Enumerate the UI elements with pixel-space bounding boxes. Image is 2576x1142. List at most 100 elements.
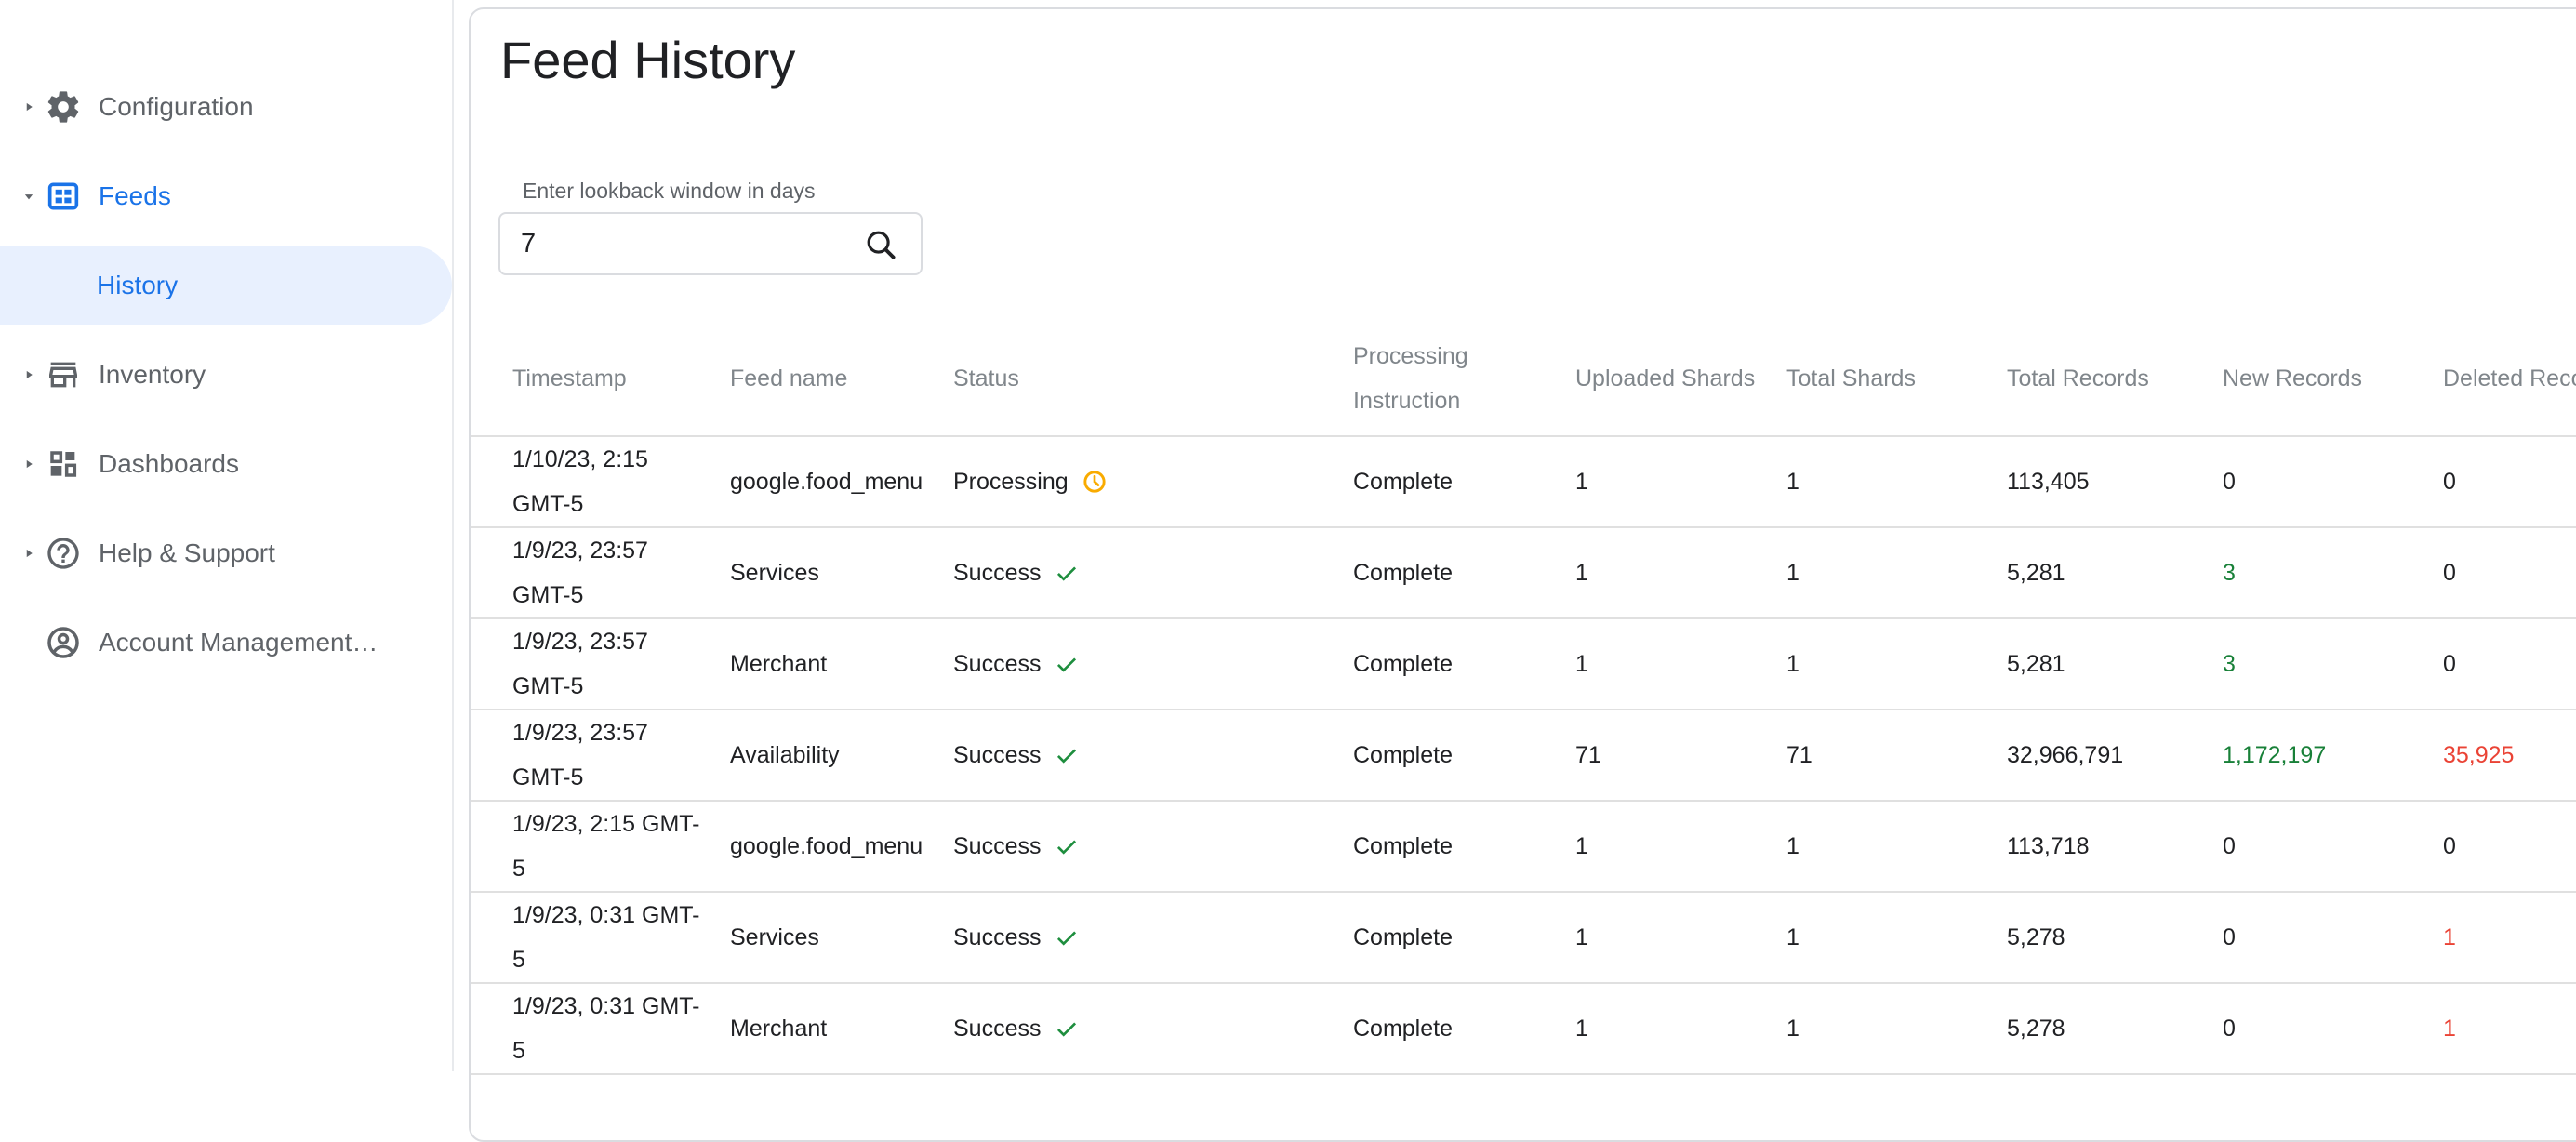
cell-feed-name: Availability [730, 710, 953, 802]
cell-processing-instruction: Complete [1353, 436, 1575, 528]
chevron-right-icon[interactable] [15, 93, 43, 121]
sidebar-item-label: Feeds [99, 181, 171, 210]
sidebar-item-label: Help & Support [99, 538, 275, 567]
cell-timestamp: 1/9/23, 23:57 GMT-5 [471, 618, 730, 710]
check-icon [1057, 657, 1077, 672]
table-header-row: Timestamp Feed name Status Processing In… [471, 321, 2576, 437]
cell-new-records: 0 [2223, 436, 2443, 528]
store-icon [45, 356, 82, 393]
cell-uploaded-shards: 1 [1575, 527, 1786, 619]
cell-total-records: 32,966,791 [2007, 710, 2223, 802]
cell-uploaded-shards: 1 [1575, 801, 1786, 893]
table-row[interactable]: 1/9/23, 23:57 GMT-5 Availability Success… [471, 710, 2576, 802]
cell-total-records: 5,278 [2007, 983, 2223, 1075]
col-header-total-shards: Total Shards [1786, 321, 2007, 437]
feed-history-table-body: 1/10/23, 2:15 GMT-5 google.food_menu Pro… [471, 436, 2576, 1075]
cell-total-shards: 1 [1786, 436, 2007, 528]
lookback-input[interactable] [500, 228, 844, 259]
cell-uploaded-shards: 1 [1575, 892, 1786, 984]
cell-new-records: 0 [2223, 892, 2443, 984]
col-header-processing-instruction: Processing Instruction [1353, 321, 1575, 437]
cell-deleted-records: 0 [2443, 618, 2576, 710]
check-icon [1057, 840, 1077, 855]
cell-feed-name: Merchant [730, 983, 953, 1075]
cell-total-shards: 1 [1786, 983, 2007, 1075]
cell-deleted-records: 0 [2443, 527, 2576, 619]
cell-deleted-records: 1 [2443, 892, 2576, 984]
table-row[interactable]: 1/10/23, 2:15 GMT-5 google.food_menu Pro… [471, 436, 2576, 528]
cell-timestamp: 1/9/23, 0:31 GMT-5 [471, 983, 730, 1075]
sidebar-item-feeds[interactable]: Feeds [0, 152, 452, 241]
table-row[interactable]: 1/9/23, 0:31 GMT-5 Services Success Comp… [471, 892, 2576, 984]
cell-deleted-records: 35,925 [2443, 710, 2576, 802]
cell-processing-instruction: Complete [1353, 801, 1575, 893]
cell-total-records: 5,278 [2007, 892, 2223, 984]
cell-feed-name: google.food_menu [730, 801, 953, 893]
cell-total-records: 113,718 [2007, 801, 2223, 893]
col-header-timestamp: Timestamp [471, 321, 730, 437]
sidebar-item-dashboards[interactable]: Dashboards [0, 419, 452, 509]
sidebar-item-inventory[interactable]: Inventory [0, 330, 452, 419]
cell-timestamp: 1/9/23, 2:15 GMT-5 [471, 801, 730, 893]
cell-processing-instruction: Complete [1353, 710, 1575, 802]
cell-deleted-records: 0 [2443, 801, 2576, 893]
cell-total-shards: 1 [1786, 618, 2007, 710]
cell-status: Success [953, 618, 1353, 710]
cell-total-records: 113,405 [2007, 436, 2223, 528]
sidebar-item-history-row: History [0, 241, 452, 330]
col-header-uploaded-shards: Uploaded Shards [1575, 321, 1786, 437]
chevron-right-icon[interactable] [15, 539, 43, 567]
dashboard-icon [45, 445, 82, 483]
cell-status: Success [953, 983, 1353, 1075]
col-header-deleted-records: Deleted Records [2443, 321, 2576, 437]
table-row[interactable]: 1/9/23, 23:57 GMT-5 Services Success Com… [471, 527, 2576, 619]
lookback-window-label: Enter lookback window in days [523, 179, 816, 203]
cell-processing-instruction: Complete [1353, 892, 1575, 984]
table-row[interactable]: 1/9/23, 0:31 GMT-5 Merchant Success Comp… [471, 983, 2576, 1075]
col-header-new-records: New Records [2223, 321, 2443, 437]
feeds-icon [45, 178, 82, 215]
sidebar-item-help-support[interactable]: Help & Support [0, 509, 452, 598]
cell-feed-name: Merchant [730, 618, 953, 710]
cell-new-records: 3 [2223, 618, 2443, 710]
chevron-right-icon[interactable] [15, 450, 43, 478]
search-icon[interactable] [863, 227, 898, 262]
chevron-down-icon[interactable] [15, 182, 43, 210]
cell-timestamp: 1/9/23, 0:31 GMT-5 [471, 892, 730, 984]
col-header-feed-name: Feed name [730, 321, 953, 437]
sidebar-item-label: History [97, 271, 179, 299]
cell-feed-name: Services [730, 892, 953, 984]
cell-status: Processing [953, 436, 1353, 528]
chevron-right-icon[interactable] [15, 361, 43, 389]
cell-total-shards: 71 [1786, 710, 2007, 802]
table-row[interactable]: 1/9/23, 23:57 GMT-5 Merchant Success Com… [471, 618, 2576, 710]
check-icon [1057, 931, 1077, 946]
cell-timestamp: 1/9/23, 23:57 GMT-5 [471, 710, 730, 802]
cell-status: Success [953, 801, 1353, 893]
cell-total-shards: 1 [1786, 892, 2007, 984]
clock-icon [1083, 471, 1106, 493]
cell-timestamp: 1/10/23, 2:15 GMT-5 [471, 436, 730, 528]
col-header-status: Status [953, 321, 1353, 437]
cell-total-shards: 1 [1786, 527, 2007, 619]
sidebar-item-label: Configuration [99, 92, 254, 121]
col-header-total-records: Total Records [2007, 321, 2223, 437]
cell-status: Success [953, 710, 1353, 802]
table-row[interactable]: 1/9/23, 2:15 GMT-5 google.food_menu Succ… [471, 801, 2576, 893]
cell-total-shards: 1 [1786, 801, 2007, 893]
cell-deleted-records: 0 [2443, 436, 2576, 528]
sidebar: Configuration Feeds History Invento [0, 0, 454, 1071]
cell-timestamp: 1/9/23, 23:57 GMT-5 [471, 527, 730, 619]
cell-total-records: 5,281 [2007, 618, 2223, 710]
sidebar-item-configuration[interactable]: Configuration [0, 62, 452, 152]
sidebar-item-label: Inventory [99, 360, 206, 389]
sidebar-item-history[interactable]: History [0, 246, 452, 325]
page-title: Feed History [500, 31, 796, 89]
sidebar-item-account-management[interactable]: Account Management… [0, 598, 452, 687]
lookback-window-field [498, 212, 923, 275]
cell-processing-instruction: Complete [1353, 983, 1575, 1075]
cell-new-records: 1,172,197 [2223, 710, 2443, 802]
check-icon [1057, 566, 1077, 581]
feed-history-table: Timestamp Feed name Status Processing In… [471, 321, 2576, 1075]
content-card: Feed History Enter lookback window in da… [469, 7, 2576, 1142]
